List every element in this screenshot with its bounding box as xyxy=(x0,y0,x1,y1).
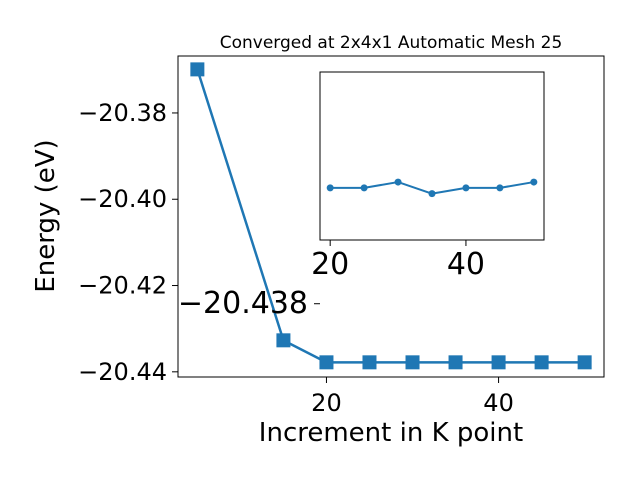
main-x-tick-label: 40 xyxy=(483,389,514,417)
main-data-point xyxy=(319,355,334,370)
inset-data-point xyxy=(496,184,504,192)
main-chart-title: Converged at 2x4x1 Automatic Mesh 25 xyxy=(220,33,563,53)
main-y-axis-label: Energy (eV) xyxy=(31,139,61,292)
main-data-point xyxy=(577,355,592,370)
main-data-point xyxy=(276,333,291,348)
inset-plot-frame xyxy=(319,71,545,241)
inset-data-point xyxy=(462,184,470,192)
main-data-point xyxy=(448,355,463,370)
main-marks xyxy=(190,62,592,370)
inset-data-point xyxy=(530,178,538,186)
inset-y-tick-label: −20.438 xyxy=(178,286,308,321)
main-data-point xyxy=(190,62,205,77)
main-data-point xyxy=(534,355,549,370)
main-ticks: 20 40 −20.38 −20.40 −20.42 −20.44 xyxy=(78,99,514,417)
main-data-point xyxy=(362,355,377,370)
main-y-tick-label: −20.38 xyxy=(78,99,167,127)
inset-data-point xyxy=(394,178,402,186)
main-y-tick-label: −20.40 xyxy=(78,185,167,213)
main-data-point xyxy=(405,355,420,370)
main-data-point xyxy=(491,355,506,370)
inset-x-tick-label: 20 xyxy=(311,247,349,282)
inset-marks xyxy=(326,178,538,198)
inset-data-point xyxy=(428,190,436,198)
inset-x-tick-label: 40 xyxy=(447,247,485,282)
inset-data-point xyxy=(360,184,368,192)
main-y-tick-label: −20.42 xyxy=(78,272,167,300)
main-x-tick-label: 20 xyxy=(311,389,342,417)
main-y-tick-label: −20.44 xyxy=(78,358,167,386)
main-x-axis-label: Increment in K point xyxy=(259,418,523,448)
inset-data-point xyxy=(326,184,334,192)
